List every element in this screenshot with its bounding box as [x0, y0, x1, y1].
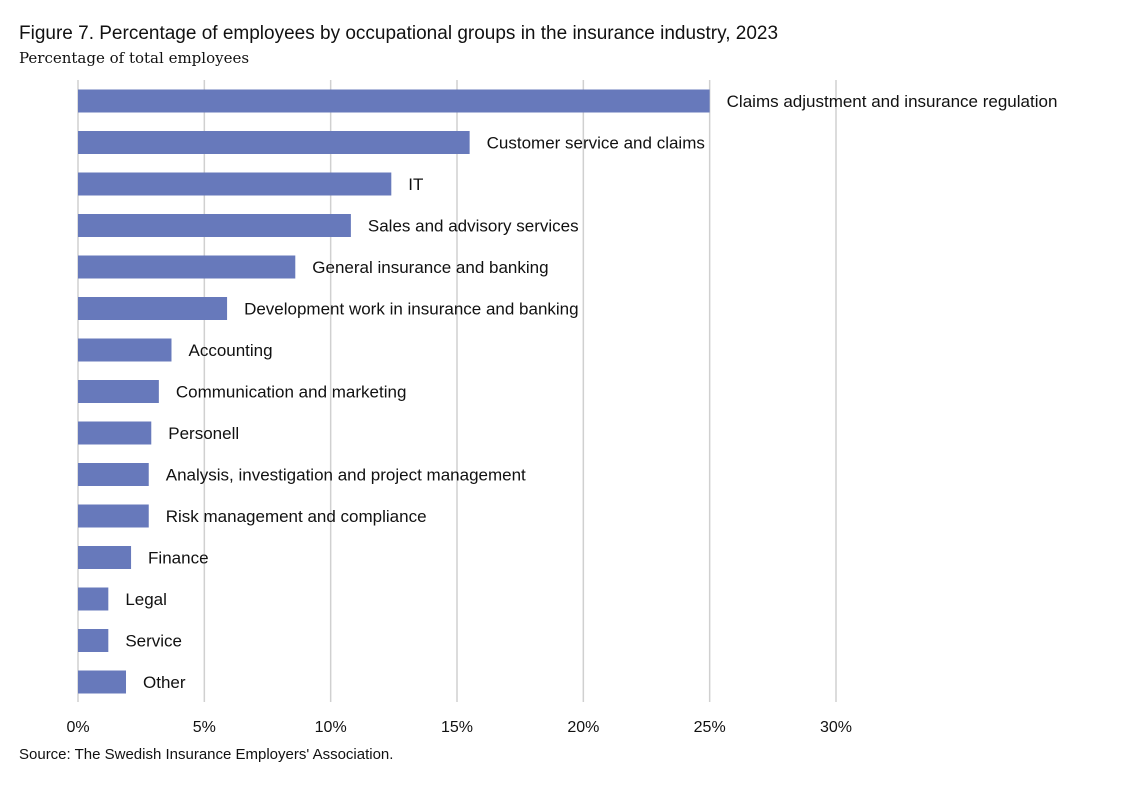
bar — [78, 380, 159, 403]
bar — [78, 463, 149, 486]
bar-label: Risk management and compliance — [166, 507, 427, 526]
chart-subtitle: Percentage of total employees — [19, 49, 250, 67]
bar-label: General insurance and banking — [312, 258, 548, 277]
bar — [78, 670, 127, 694]
bar — [78, 89, 710, 113]
bar-label: Claims adjustment and insurance regulati… — [727, 92, 1058, 111]
bar-label: Analysis, investigation and project mana… — [166, 466, 526, 485]
x-tick-label: 10% — [315, 719, 347, 736]
chart-title: Figure 7. Percentage of employees by occ… — [19, 23, 779, 44]
bar-label: Legal — [125, 590, 167, 609]
bar — [78, 338, 172, 362]
bar — [78, 546, 132, 569]
bar-label: Sales and advisory services — [368, 217, 579, 236]
bar-label: Communication and marketing — [176, 383, 407, 402]
bar-label: Development work in insurance and bankin… — [244, 300, 579, 319]
bar-label: IT — [408, 175, 423, 194]
bar — [78, 629, 109, 652]
x-tick-label: 20% — [567, 719, 599, 736]
bar-label: Customer service and claims — [487, 134, 705, 153]
bar — [78, 131, 470, 154]
x-tick-label: 30% — [820, 719, 852, 736]
x-tick-label: 5% — [193, 719, 216, 736]
x-tick-label: 15% — [441, 719, 473, 736]
bar — [78, 587, 109, 611]
bar — [78, 421, 152, 445]
bar-label: Other — [143, 673, 186, 692]
bar-label: Finance — [148, 549, 208, 568]
x-tick-label: 0% — [66, 719, 89, 736]
bar-label: Accounting — [188, 341, 272, 360]
bar — [78, 255, 296, 279]
bar-label: Personell — [168, 424, 239, 443]
bar — [78, 297, 228, 320]
x-tick-label: 25% — [694, 719, 726, 736]
source-note: Source: The Swedish Insurance Employers'… — [19, 746, 394, 763]
bar — [78, 214, 351, 237]
bar — [78, 172, 392, 196]
bar — [78, 504, 149, 528]
bar-label: Service — [125, 632, 182, 651]
